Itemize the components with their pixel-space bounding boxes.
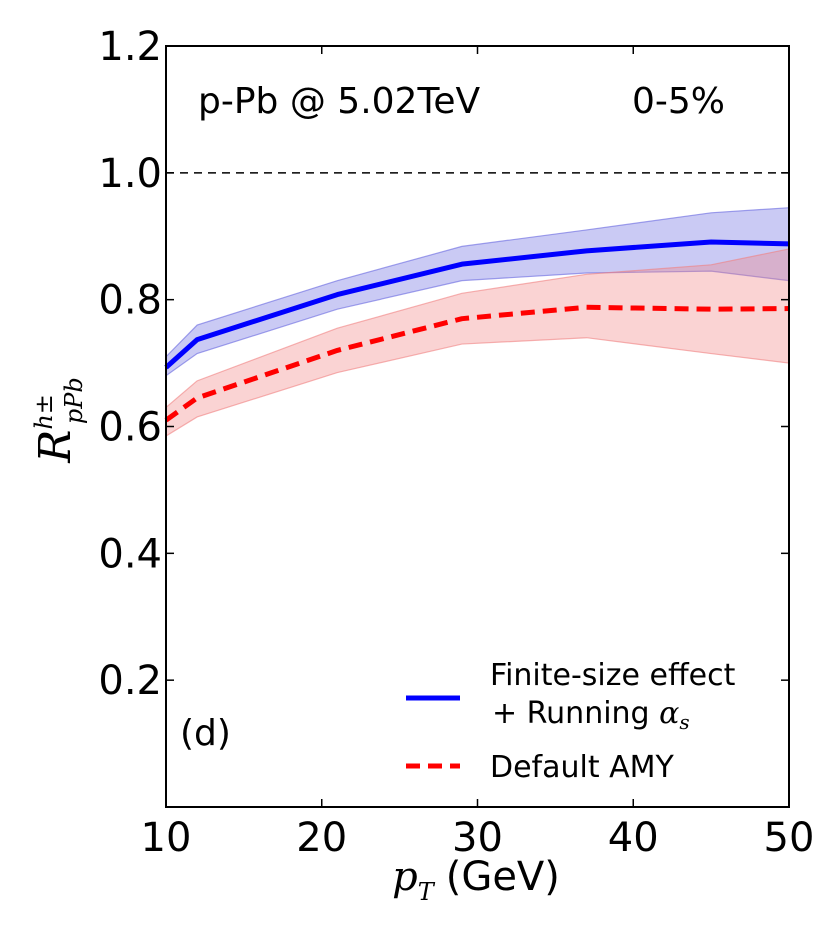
y-tick-label: 0.6 <box>98 405 162 451</box>
series-line-default-amy <box>164 304 790 423</box>
x-tick-label: 10 <box>141 815 192 861</box>
series-lines <box>164 239 790 423</box>
x-tick-label: 40 <box>608 815 659 861</box>
legend-label-finite-size-line2: + Running αs <box>492 696 690 734</box>
y-tick-label: 0.4 <box>98 531 162 577</box>
series-line-finite-size <box>164 239 790 370</box>
x-tick-label: 20 <box>296 815 347 861</box>
legend-label-finite-size-line1: Finite-size effect <box>490 658 736 693</box>
system-annotation: p-Pb @ 5.02TeV <box>198 81 480 122</box>
axis-tick-labels: 10 20 30 40 50 0.2 0.4 0.6 0.8 1.0 1.2 <box>98 24 814 861</box>
y-tick-label: 0.2 <box>98 658 162 704</box>
y-axis-label: Rh±pPb <box>30 377 88 464</box>
legend: Finite-size effect + Running αs Default … <box>406 658 736 785</box>
y-tick-label: 0.8 <box>98 278 162 324</box>
x-tick-label: 50 <box>764 815 815 861</box>
x-tick-label: 30 <box>452 815 503 861</box>
axis-ticks <box>165 45 790 807</box>
y-tick-label: 1.0 <box>98 151 162 197</box>
y-tick-label: 1.2 <box>98 24 162 70</box>
panel-label: (d) <box>180 713 231 754</box>
x-axis-label: pT (GeV) <box>392 854 560 906</box>
legend-label-default-amy: Default AMY <box>490 750 675 785</box>
svg-text:Rh±pPb: Rh±pPb <box>30 377 88 464</box>
centrality-annotation: 0-5% <box>632 81 725 122</box>
